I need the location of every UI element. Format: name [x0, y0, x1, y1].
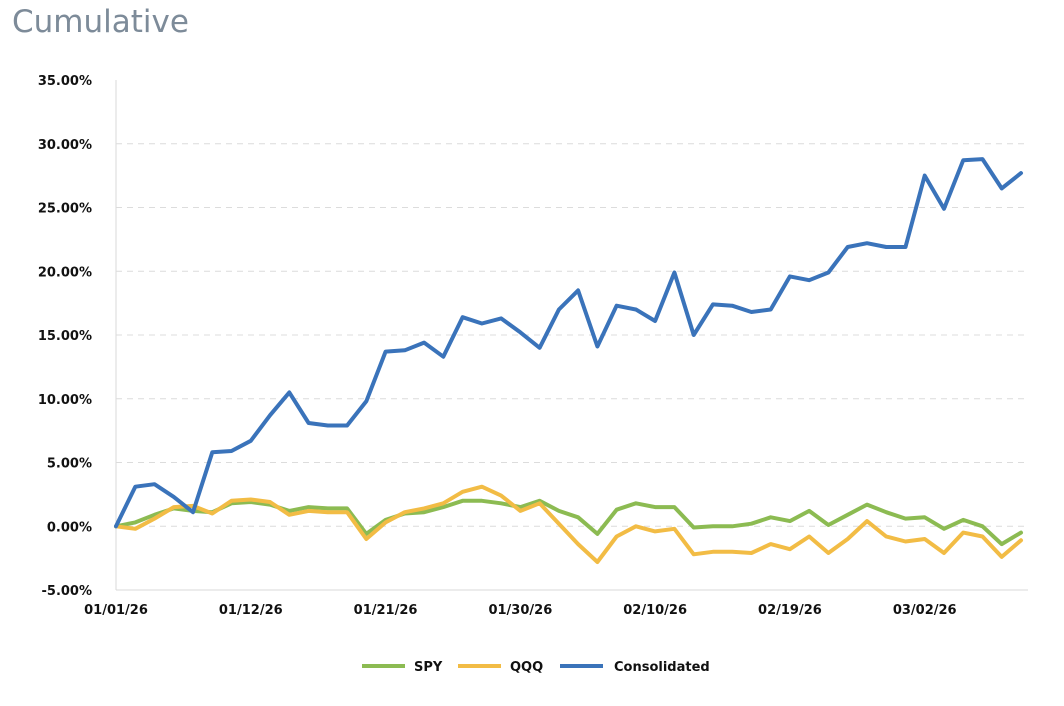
x-tick-label: 01/30/26	[488, 603, 552, 618]
gridlines	[115, 80, 1028, 591]
legend-item-consolidated: Consolidated	[560, 660, 710, 675]
x-tick-label: 02/10/26	[623, 603, 687, 618]
x-tick-label: 02/19/26	[758, 603, 822, 618]
y-tick-label: 30.00%	[38, 138, 92, 153]
series-line-spy	[114, 498, 1023, 547]
y-tick-label: 15.00%	[38, 329, 92, 344]
y-tick-label: 20.00%	[38, 265, 92, 280]
y-tick-label: 35.00%	[38, 74, 92, 89]
y-tick-label: 10.00%	[38, 393, 92, 408]
legend-label: QQQ	[510, 660, 543, 675]
y-tick-label: -5.00%	[42, 584, 93, 599]
legend-item-spy: SPY	[362, 660, 443, 675]
y-axis-ticks: 35.00% 30.00% 25.00% 20.00% 15.00% 10.00% 5.00…	[38, 74, 92, 599]
x-tick-label: 03/02/26	[893, 603, 957, 618]
legend-item-qqq: QQQ	[458, 660, 543, 675]
x-tick-label: 01/01/26	[84, 603, 148, 618]
x-axis-ticks: 01/01/26 01/12/26 01/21/26 01/30/26 02/10/26…	[84, 603, 957, 618]
series-line-qqq	[114, 484, 1023, 564]
y-tick-label: 5.00%	[47, 457, 92, 472]
series-lines	[114, 157, 1023, 564]
y-tick-label: 0.00%	[47, 520, 92, 535]
legend-label: Consolidated	[614, 660, 710, 675]
x-tick-label: 01/21/26	[354, 603, 418, 618]
legend: SPY QQQ Consolidated	[362, 660, 710, 675]
x-tick-label: 01/12/26	[219, 603, 283, 618]
legend-label: SPY	[414, 660, 443, 675]
y-tick-label: 25.00%	[38, 202, 92, 217]
chart-title: Cumulative	[12, 4, 189, 40]
series-line-consolidated	[114, 157, 1023, 529]
